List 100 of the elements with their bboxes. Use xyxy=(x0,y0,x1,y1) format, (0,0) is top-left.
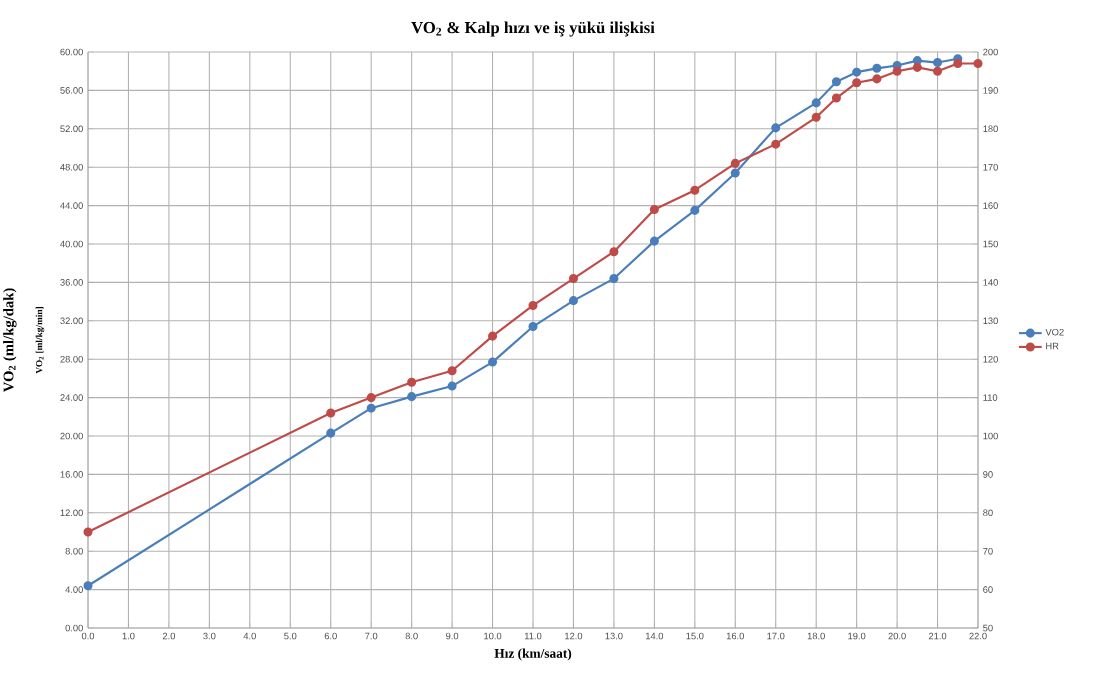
x-tick-label: 17.0 xyxy=(767,632,785,640)
x-tick-label: 19.0 xyxy=(848,632,866,640)
y2-tick-label: 140 xyxy=(983,279,998,286)
point xyxy=(568,296,578,306)
point xyxy=(852,67,862,77)
x-axis-title: Hız (km/saat) xyxy=(494,648,572,661)
y2-tick-label: 90 xyxy=(983,471,993,478)
y-axis-title: VO$_{2}$ (ml/kg/dak) xyxy=(3,288,17,393)
y-tick-label: 24.00 xyxy=(60,394,83,401)
point xyxy=(326,408,336,418)
point xyxy=(973,58,983,69)
x-tick-label: 9.0 xyxy=(446,632,459,640)
x-tick-label: 1.0 xyxy=(122,632,135,640)
x-tick-label: 13.0 xyxy=(605,632,623,640)
point xyxy=(568,274,578,284)
x-tick-label: 4.0 xyxy=(243,632,256,640)
y2-tick-label: 110 xyxy=(983,394,998,401)
point xyxy=(690,205,700,215)
y-tick-label: 0.00 xyxy=(65,624,83,632)
chart-title: VO$_{2}$ & Kalp hızı ve iş yükü ilişkisi xyxy=(411,21,655,37)
y-tick-label: 12.00 xyxy=(60,509,83,517)
point xyxy=(831,93,841,103)
x-tick-label: 16.0 xyxy=(726,632,744,640)
point xyxy=(528,300,538,310)
point xyxy=(953,58,963,69)
point xyxy=(892,66,902,76)
point xyxy=(83,527,93,537)
x-tick-label: 12.0 xyxy=(565,632,583,640)
point xyxy=(831,77,841,87)
y2-tick-label: 190 xyxy=(983,87,998,94)
point xyxy=(649,204,659,214)
point xyxy=(447,366,457,376)
point xyxy=(771,139,781,149)
y-tick-label: 8.00 xyxy=(65,547,83,555)
y2-tick-label: 80 xyxy=(983,509,993,517)
point xyxy=(609,247,619,257)
y-tick-label: 52.00 xyxy=(60,125,83,133)
y2-tick-label: 60 xyxy=(983,586,993,593)
point xyxy=(933,58,943,68)
point xyxy=(366,393,376,403)
y-tick-label: 40.00 xyxy=(60,240,83,248)
point xyxy=(933,66,943,76)
y-tick-label: 28.00 xyxy=(60,355,83,363)
y-tick-label: 20.00 xyxy=(60,432,83,440)
y-tick-label: 32.00 xyxy=(60,317,83,325)
y-tick-label: 36.00 xyxy=(60,279,83,286)
x-tick-label: 18.0 xyxy=(807,632,825,640)
y2-tick-label: 200 xyxy=(983,48,998,56)
x-tick-label: 0.0 xyxy=(81,632,95,640)
y2-tick-label: 130 xyxy=(983,317,998,325)
point xyxy=(690,185,700,195)
y-tick-label: 48.00 xyxy=(60,163,83,171)
point xyxy=(649,236,659,246)
y2-tick-label: 160 xyxy=(983,202,998,209)
point xyxy=(366,403,376,413)
y-tick-label: 4.00 xyxy=(65,586,83,593)
y2-tick-label: 170 xyxy=(983,163,998,171)
y-tick-label: 60.00 xyxy=(60,48,83,56)
x-tick-label: 11.0 xyxy=(524,632,542,640)
point xyxy=(811,98,821,108)
point xyxy=(326,428,336,438)
legend-label: HR xyxy=(1046,342,1059,350)
x-tick-label: 14.0 xyxy=(646,632,664,640)
y-tick-label: 56.00 xyxy=(60,87,83,94)
point xyxy=(488,357,498,367)
text: VO$_{2}$ [ml/kg/min] xyxy=(35,307,45,374)
point xyxy=(407,392,417,402)
point xyxy=(730,158,740,168)
point xyxy=(730,168,740,178)
y2-tick-label: 150 xyxy=(983,240,998,248)
y2-tick-label: 100 xyxy=(983,432,998,440)
point xyxy=(811,112,821,122)
point xyxy=(872,74,882,84)
point xyxy=(872,63,882,73)
point xyxy=(407,377,417,387)
y2-tick-label: 120 xyxy=(983,355,998,363)
point xyxy=(852,78,862,88)
point xyxy=(609,274,619,284)
x-tick-label: 6.0 xyxy=(324,632,337,640)
x-tick-label: 5.0 xyxy=(284,632,297,640)
x-tick-label: 7.0 xyxy=(365,632,378,640)
x-tick-label: 8.0 xyxy=(405,632,418,640)
y-tick-label: 16.00 xyxy=(60,471,83,478)
x-tick-label: 21.0 xyxy=(928,632,947,640)
x-tick-label: 15.0 xyxy=(686,632,704,640)
point xyxy=(83,581,93,591)
y2-tick-label: 70 xyxy=(983,547,993,555)
point xyxy=(488,331,498,341)
x-tick-label: 22.0 xyxy=(969,632,987,640)
y-tick-label: 44.00 xyxy=(60,202,83,209)
x-tick-label: 20.0 xyxy=(888,632,906,640)
legend-label: VO2 xyxy=(1045,328,1064,336)
point xyxy=(447,381,457,391)
point xyxy=(771,123,781,133)
point xyxy=(912,62,922,72)
x-tick-label: 2.0 xyxy=(162,632,176,640)
x-tick-label: 3.0 xyxy=(203,632,216,640)
point xyxy=(528,322,538,332)
y2-tick-label: 180 xyxy=(983,125,998,133)
x-tick-label: 10.0 xyxy=(484,632,502,640)
